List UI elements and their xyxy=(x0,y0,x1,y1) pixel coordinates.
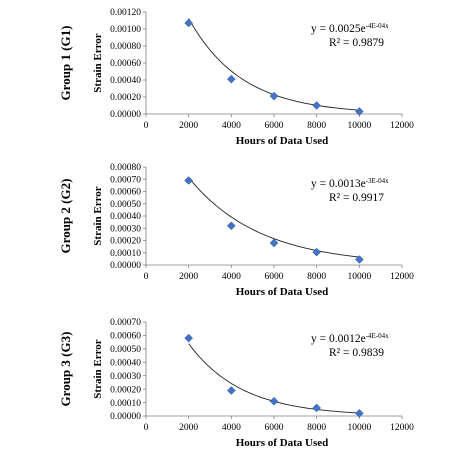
trend-equation-exponent: -4E-04x xyxy=(366,332,389,340)
y-tick-label: 0.00060 xyxy=(110,59,141,69)
trend-equation-exponent: -4E-04x xyxy=(366,22,389,30)
r-squared: R² = 0.9839 xyxy=(329,347,384,359)
y-tick-label: 0.00000 xyxy=(110,110,141,120)
y-tick-label: 0.00000 xyxy=(110,261,141,271)
x-tick-label: 4000 xyxy=(222,272,241,282)
data-point xyxy=(354,408,364,418)
chart-panel-2: 0.00000 0.00010 0.00020 0.00030 0.00040 0.000… xyxy=(58,163,414,298)
group-label: Group 2 (G2) xyxy=(58,179,73,254)
y-tick-label: 0.00020 xyxy=(110,93,141,103)
x-tick-label: 10000 xyxy=(347,121,371,131)
trend-equation-main: y = 0.0013e xyxy=(311,178,366,190)
data-point xyxy=(269,238,279,248)
data-point xyxy=(312,403,322,413)
chart-panel-1: 0.00000 0.00020 0.00040 0.00060 0.00080 0.001… xyxy=(58,8,414,147)
trend-equation-main: y = 0.0025e xyxy=(311,23,366,35)
trend-equation: y = 0.0012e-4E-04x xyxy=(311,332,389,345)
y-tick-label: 0.00020 xyxy=(110,237,141,247)
y-tick-label: 0.00040 xyxy=(110,212,141,222)
x-tick-label: 2000 xyxy=(179,121,198,131)
x-axis-title: Hours of Data Used xyxy=(236,135,329,147)
r-squared: R² = 0.9879 xyxy=(329,37,384,49)
y-axis-title: Strain Error xyxy=(92,339,104,398)
x-tick-label: 4000 xyxy=(222,121,241,131)
y-tick-label: 0.00010 xyxy=(110,249,141,259)
x-tick-label: 0 xyxy=(144,272,149,282)
y-tick-label: 0.00000 xyxy=(110,412,141,422)
data-point xyxy=(269,396,279,406)
data-point xyxy=(312,247,322,257)
x-axis-title: Hours of Data Used xyxy=(236,286,329,298)
group-label: Group 3 (G3) xyxy=(58,332,73,407)
x-tick-label: 0 xyxy=(144,121,149,131)
trend-equation-exponent: -3E-04x xyxy=(366,177,389,185)
y-tick-label: 0.00100 xyxy=(110,25,141,35)
x-tick-label: 12000 xyxy=(390,121,414,131)
y-tick-label: 0.00120 xyxy=(110,8,141,18)
r-squared: R² = 0.9917 xyxy=(329,192,384,204)
y-tick-label: 0.00060 xyxy=(110,188,141,198)
x-tick-label: 6000 xyxy=(265,423,284,433)
y-tick-label: 0.00080 xyxy=(110,163,141,173)
trend-equation: y = 0.0013e-3E-04x xyxy=(311,177,389,190)
x-tick-label: 0 xyxy=(144,423,149,433)
chart-panel-3: 0.00000 0.00010 0.00020 0.00030 0.00040 0.000… xyxy=(58,318,414,449)
x-tick-label: 6000 xyxy=(265,272,284,282)
data-point xyxy=(226,74,236,84)
x-tick-label: 2000 xyxy=(179,272,198,282)
data-point xyxy=(184,333,194,343)
y-axis-title: Strain Error xyxy=(92,33,104,92)
y-tick-label: 0.00020 xyxy=(110,385,141,395)
trend-equation: y = 0.0025e-4E-04x xyxy=(311,22,389,35)
data-point xyxy=(184,176,194,185)
y-tick-label: 0.00030 xyxy=(110,372,141,382)
y-tick-label: 0.00030 xyxy=(110,224,141,234)
data-point xyxy=(312,101,322,110)
y-tick-label: 0.00010 xyxy=(110,399,141,409)
y-tick-label: 0.00070 xyxy=(110,175,141,185)
y-tick-label: 0.00040 xyxy=(110,358,141,368)
x-axis-title: Hours of Data Used xyxy=(236,437,329,449)
trend-equation-main: y = 0.0012e xyxy=(311,333,366,345)
y-tick-label: 0.00050 xyxy=(110,345,141,355)
y-axis-title: Strain Error xyxy=(92,186,104,245)
x-tick-label: 6000 xyxy=(265,121,284,131)
data-point xyxy=(184,18,194,28)
data-point xyxy=(354,107,364,116)
x-tick-label: 8000 xyxy=(307,272,326,282)
data-point xyxy=(269,91,279,101)
x-tick-label: 4000 xyxy=(222,423,241,433)
x-tick-label: 10000 xyxy=(347,272,371,282)
x-tick-label: 12000 xyxy=(390,423,414,433)
y-tick-label: 0.00060 xyxy=(110,332,141,342)
x-tick-label: 12000 xyxy=(390,272,414,282)
x-tick-label: 10000 xyxy=(347,423,371,433)
x-tick-label: 2000 xyxy=(179,423,198,433)
data-point xyxy=(226,386,236,395)
x-tick-label: 8000 xyxy=(307,423,326,433)
y-tick-label: 0.00040 xyxy=(110,76,141,86)
y-tick-label: 0.00080 xyxy=(110,42,141,52)
group-label: Group 1 (G1) xyxy=(58,26,73,101)
y-tick-label: 0.00050 xyxy=(110,200,141,210)
y-tick-label: 0.00070 xyxy=(110,318,141,328)
data-point xyxy=(226,221,236,231)
data-point xyxy=(354,255,364,264)
x-tick-label: 8000 xyxy=(307,121,326,131)
